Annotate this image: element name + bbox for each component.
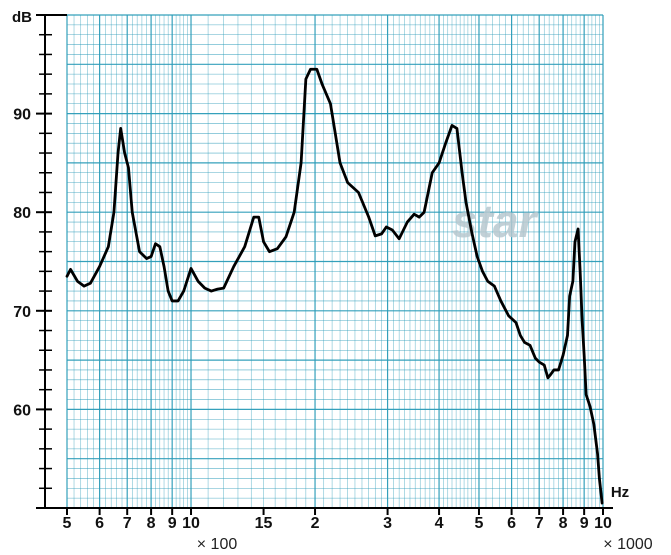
x-tick-label: 3 xyxy=(383,515,392,532)
x-tick-label: 5 xyxy=(475,515,484,532)
x-tick-label: 8 xyxy=(559,515,568,532)
y-tick-label: 90 xyxy=(13,107,31,124)
y-tick-label: 80 xyxy=(13,205,31,222)
x-tick-label: 4 xyxy=(435,515,444,532)
frequency-response-line xyxy=(65,67,604,505)
y-tick-label: 70 xyxy=(13,304,31,321)
x-tick-labels: 5 6 7 8 9 10 15 2 3 4 5 6 7 8 9 10 xyxy=(63,515,612,532)
x-tick-label: 9 xyxy=(168,515,177,532)
grid xyxy=(66,14,604,509)
y-axis-label: dB xyxy=(12,9,32,26)
x-multiplier-thousands: × 1000 xyxy=(603,536,652,553)
x-tick-label: 15 xyxy=(255,515,273,532)
x-tick-label: 6 xyxy=(95,515,104,532)
x-tick-label: 8 xyxy=(147,515,156,532)
y-tick-label: 60 xyxy=(13,402,31,419)
x-tick-label: 10 xyxy=(182,515,200,532)
x-tick-label: 7 xyxy=(123,515,132,532)
x-tick-label: 2 xyxy=(311,515,320,532)
axes xyxy=(36,14,613,515)
x-tick-label: 7 xyxy=(535,515,544,532)
y-tick-labels: 60 70 80 90 xyxy=(13,107,31,420)
x-tick-label: 5 xyxy=(63,515,72,532)
x-tick-label: 9 xyxy=(580,515,589,532)
x-axis-label: Hz xyxy=(611,484,629,501)
x-multiplier-hundreds: × 100 xyxy=(197,536,238,553)
x-tick-label: 6 xyxy=(507,515,516,532)
x-tick-label: 10 xyxy=(594,515,612,532)
